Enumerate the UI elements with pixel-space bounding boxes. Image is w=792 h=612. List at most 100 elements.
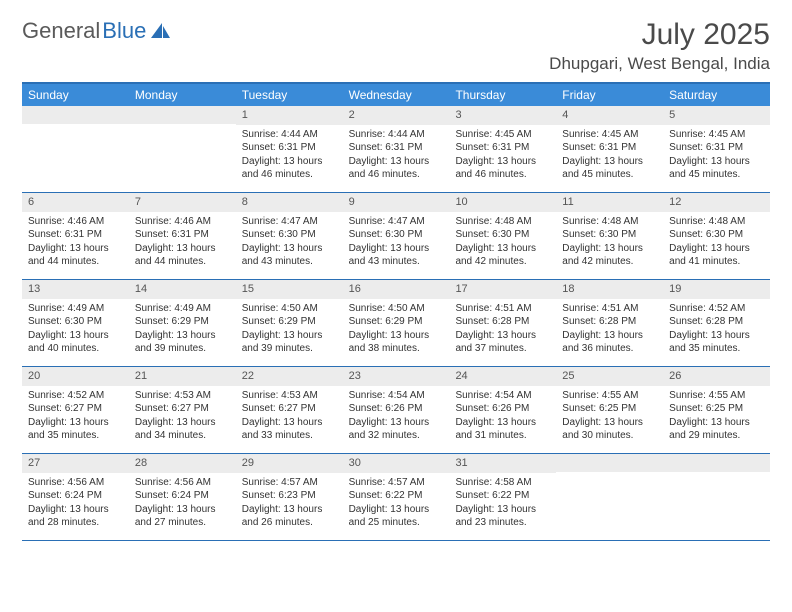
day-cell: 25Sunrise: 4:55 AMSunset: 6:25 PMDayligh… — [556, 367, 663, 453]
sunrise-text: Sunrise: 4:49 AM — [28, 302, 123, 316]
sunset-text: Sunset: 6:26 PM — [349, 402, 444, 416]
sunset-text: Sunset: 6:28 PM — [562, 315, 657, 329]
day-cell: 6Sunrise: 4:46 AMSunset: 6:31 PMDaylight… — [22, 193, 129, 279]
sunrise-text: Sunrise: 4:50 AM — [242, 302, 337, 316]
sunset-text: Sunset: 6:28 PM — [669, 315, 764, 329]
sunset-text: Sunset: 6:31 PM — [242, 141, 337, 155]
sunrise-text: Sunrise: 4:45 AM — [455, 128, 550, 142]
daylight-text: Daylight: 13 hours and 43 minutes. — [349, 242, 444, 269]
day-number: 15 — [236, 280, 343, 299]
day-number: 11 — [556, 193, 663, 212]
day-number: 4 — [556, 106, 663, 125]
day-body: Sunrise: 4:45 AMSunset: 6:31 PMDaylight:… — [556, 125, 663, 186]
day-cell: 13Sunrise: 4:49 AMSunset: 6:30 PMDayligh… — [22, 280, 129, 366]
weekday-tuesday: Tuesday — [236, 84, 343, 106]
day-cell: 27Sunrise: 4:56 AMSunset: 6:24 PMDayligh… — [22, 454, 129, 540]
day-number: 3 — [449, 106, 556, 125]
logo: GeneralBlue — [22, 18, 172, 44]
sunrise-text: Sunrise: 4:57 AM — [349, 476, 444, 490]
logo-text-2: Blue — [102, 18, 146, 44]
sunrise-text: Sunrise: 4:47 AM — [349, 215, 444, 229]
sunset-text: Sunset: 6:25 PM — [669, 402, 764, 416]
day-cell: 22Sunrise: 4:53 AMSunset: 6:27 PMDayligh… — [236, 367, 343, 453]
sunset-text: Sunset: 6:30 PM — [28, 315, 123, 329]
day-cell: 14Sunrise: 4:49 AMSunset: 6:29 PMDayligh… — [129, 280, 236, 366]
day-cell: 2Sunrise: 4:44 AMSunset: 6:31 PMDaylight… — [343, 106, 450, 192]
day-body: Sunrise: 4:53 AMSunset: 6:27 PMDaylight:… — [129, 386, 236, 447]
title-block: July 2025 Dhupgari, West Bengal, India — [549, 18, 770, 74]
day-number: 21 — [129, 367, 236, 386]
day-cell: 20Sunrise: 4:52 AMSunset: 6:27 PMDayligh… — [22, 367, 129, 453]
sunrise-text: Sunrise: 4:49 AM — [135, 302, 230, 316]
daylight-text: Daylight: 13 hours and 34 minutes. — [135, 416, 230, 443]
sunset-text: Sunset: 6:25 PM — [562, 402, 657, 416]
sunset-text: Sunset: 6:23 PM — [242, 489, 337, 503]
sunset-text: Sunset: 6:31 PM — [669, 141, 764, 155]
sunset-text: Sunset: 6:29 PM — [349, 315, 444, 329]
day-cell: 31Sunrise: 4:58 AMSunset: 6:22 PMDayligh… — [449, 454, 556, 540]
day-number: 26 — [663, 367, 770, 386]
day-number: 2 — [343, 106, 450, 125]
day-number — [556, 454, 663, 472]
day-body: Sunrise: 4:56 AMSunset: 6:24 PMDaylight:… — [129, 473, 236, 534]
day-cell: 1Sunrise: 4:44 AMSunset: 6:31 PMDaylight… — [236, 106, 343, 192]
day-number — [129, 106, 236, 124]
day-body: Sunrise: 4:58 AMSunset: 6:22 PMDaylight:… — [449, 473, 556, 534]
day-number: 29 — [236, 454, 343, 473]
sunset-text: Sunset: 6:31 PM — [455, 141, 550, 155]
sunset-text: Sunset: 6:30 PM — [455, 228, 550, 242]
sunrise-text: Sunrise: 4:48 AM — [455, 215, 550, 229]
day-cell: 29Sunrise: 4:57 AMSunset: 6:23 PMDayligh… — [236, 454, 343, 540]
day-body: Sunrise: 4:45 AMSunset: 6:31 PMDaylight:… — [663, 125, 770, 186]
day-body: Sunrise: 4:50 AMSunset: 6:29 PMDaylight:… — [343, 299, 450, 360]
day-cell: 12Sunrise: 4:48 AMSunset: 6:30 PMDayligh… — [663, 193, 770, 279]
day-number: 5 — [663, 106, 770, 125]
sunset-text: Sunset: 6:22 PM — [349, 489, 444, 503]
day-body: Sunrise: 4:49 AMSunset: 6:29 PMDaylight:… — [129, 299, 236, 360]
sunrise-text: Sunrise: 4:48 AM — [669, 215, 764, 229]
day-cell: 21Sunrise: 4:53 AMSunset: 6:27 PMDayligh… — [129, 367, 236, 453]
day-number: 6 — [22, 193, 129, 212]
daylight-text: Daylight: 13 hours and 43 minutes. — [242, 242, 337, 269]
day-number: 25 — [556, 367, 663, 386]
day-body: Sunrise: 4:57 AMSunset: 6:22 PMDaylight:… — [343, 473, 450, 534]
sunrise-text: Sunrise: 4:45 AM — [562, 128, 657, 142]
month-title: July 2025 — [549, 18, 770, 52]
day-body: Sunrise: 4:50 AMSunset: 6:29 PMDaylight:… — [236, 299, 343, 360]
day-body: Sunrise: 4:57 AMSunset: 6:23 PMDaylight:… — [236, 473, 343, 534]
sunrise-text: Sunrise: 4:55 AM — [562, 389, 657, 403]
day-body: Sunrise: 4:54 AMSunset: 6:26 PMDaylight:… — [343, 386, 450, 447]
sunrise-text: Sunrise: 4:50 AM — [349, 302, 444, 316]
day-cell: 3Sunrise: 4:45 AMSunset: 6:31 PMDaylight… — [449, 106, 556, 192]
sunset-text: Sunset: 6:27 PM — [28, 402, 123, 416]
daylight-text: Daylight: 13 hours and 26 minutes. — [242, 503, 337, 530]
day-number: 9 — [343, 193, 450, 212]
sunset-text: Sunset: 6:31 PM — [135, 228, 230, 242]
location: Dhupgari, West Bengal, India — [549, 54, 770, 74]
daylight-text: Daylight: 13 hours and 29 minutes. — [669, 416, 764, 443]
weeks-container: 1Sunrise: 4:44 AMSunset: 6:31 PMDaylight… — [22, 106, 770, 541]
day-cell — [129, 106, 236, 192]
day-number — [22, 106, 129, 124]
day-body: Sunrise: 4:55 AMSunset: 6:25 PMDaylight:… — [663, 386, 770, 447]
day-number: 19 — [663, 280, 770, 299]
day-number: 30 — [343, 454, 450, 473]
day-cell: 18Sunrise: 4:51 AMSunset: 6:28 PMDayligh… — [556, 280, 663, 366]
day-number: 28 — [129, 454, 236, 473]
daylight-text: Daylight: 13 hours and 46 minutes. — [455, 155, 550, 182]
daylight-text: Daylight: 13 hours and 33 minutes. — [242, 416, 337, 443]
day-number: 16 — [343, 280, 450, 299]
day-body: Sunrise: 4:45 AMSunset: 6:31 PMDaylight:… — [449, 125, 556, 186]
daylight-text: Daylight: 13 hours and 44 minutes. — [135, 242, 230, 269]
sunset-text: Sunset: 6:28 PM — [455, 315, 550, 329]
day-cell — [22, 106, 129, 192]
day-body: Sunrise: 4:46 AMSunset: 6:31 PMDaylight:… — [129, 212, 236, 273]
sunrise-text: Sunrise: 4:48 AM — [562, 215, 657, 229]
sunset-text: Sunset: 6:30 PM — [349, 228, 444, 242]
day-cell: 5Sunrise: 4:45 AMSunset: 6:31 PMDaylight… — [663, 106, 770, 192]
week-row: 13Sunrise: 4:49 AMSunset: 6:30 PMDayligh… — [22, 280, 770, 367]
day-body: Sunrise: 4:55 AMSunset: 6:25 PMDaylight:… — [556, 386, 663, 447]
day-body: Sunrise: 4:48 AMSunset: 6:30 PMDaylight:… — [663, 212, 770, 273]
sunrise-text: Sunrise: 4:44 AM — [349, 128, 444, 142]
day-cell: 11Sunrise: 4:48 AMSunset: 6:30 PMDayligh… — [556, 193, 663, 279]
